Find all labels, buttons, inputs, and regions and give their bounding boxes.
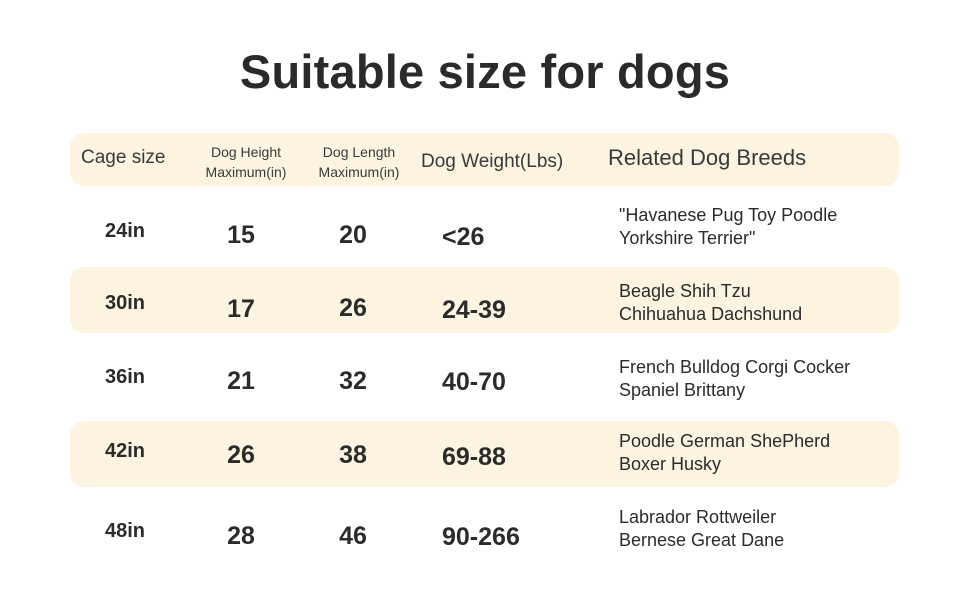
dog-length-cell: 38 (339, 441, 367, 469)
row-band-42in (70, 421, 899, 487)
dog-length-cell: 20 (339, 221, 367, 249)
dog-weight-cell: 69-88 (442, 443, 506, 471)
breeds-line-1: "Havanese Pug Toy Poodle (619, 205, 838, 225)
dog-height-cell: 17 (227, 295, 255, 323)
breeds-line-1: Beagle Shih Tzu (619, 281, 751, 301)
header-dog-length: Dog Length Maximum(in) (309, 142, 409, 182)
header-cage-size: Cage size (81, 147, 166, 168)
breeds-line-1: French Bulldog Corgi Cocker (619, 357, 851, 377)
row-band-30in (70, 267, 899, 333)
related-breeds-cell: French Bulldog Corgi Cocker Spaniel Brit… (619, 356, 850, 402)
cage-size-cell: 30in (104, 292, 146, 314)
header-dog-length-line1: Dog Length (322, 144, 396, 160)
breeds-line-2: Spaniel Brittany (619, 380, 746, 400)
breeds-line-2: Yorkshire Terrier" (619, 228, 756, 248)
header-band (70, 133, 899, 186)
related-breeds-cell: Poodle German ShePherd Boxer Husky (619, 430, 830, 476)
header-related-breeds: Related Dog Breeds (608, 145, 807, 170)
breeds-line-2: Chihuahua Dachshund (619, 304, 803, 324)
related-breeds-cell: Beagle Shih Tzu Chihuahua Dachshund (619, 280, 802, 326)
header-dog-weight: Dog Weight(Lbs) (421, 151, 564, 172)
dog-weight-cell: 90-266 (442, 523, 520, 551)
cage-size-cell: 36in (104, 366, 146, 388)
header-dog-height-line2: Maximum(in) (205, 164, 287, 180)
dog-length-cell: 26 (339, 294, 367, 322)
breeds-line-1: Labrador Rottweiler (619, 507, 777, 527)
dog-height-cell: 28 (227, 522, 255, 550)
cage-size-cell: 42in (104, 440, 146, 462)
related-breeds-cell: "Havanese Pug Toy Poodle Yorkshire Terri… (619, 204, 837, 250)
dog-height-cell: 21 (227, 367, 255, 395)
dog-length-cell: 32 (339, 367, 367, 395)
dog-weight-cell: 24-39 (442, 296, 506, 324)
header-dog-height-line1: Dog Height (210, 144, 282, 160)
cage-size-cell: 24in (104, 220, 146, 242)
dog-length-cell: 46 (339, 522, 367, 550)
dog-height-cell: 26 (227, 441, 255, 469)
header-dog-height: Dog Height Maximum(in) (196, 142, 296, 182)
breeds-line-2: Bernese Great Dane (619, 530, 785, 550)
cage-size-cell: 48in (104, 520, 146, 542)
header-dog-length-line2: Maximum(in) (318, 164, 400, 180)
dog-height-cell: 15 (227, 221, 255, 249)
page-title: Suitable size for dogs (239, 45, 731, 98)
breeds-line-2: Boxer Husky (619, 454, 722, 474)
dog-weight-cell: 40-70 (442, 368, 506, 396)
dog-weight-cell: <26 (442, 223, 485, 251)
related-breeds-cell: Labrador Rottweiler Bernese Great Dane (619, 506, 784, 552)
breeds-line-1: Poodle German ShePherd (619, 431, 831, 451)
